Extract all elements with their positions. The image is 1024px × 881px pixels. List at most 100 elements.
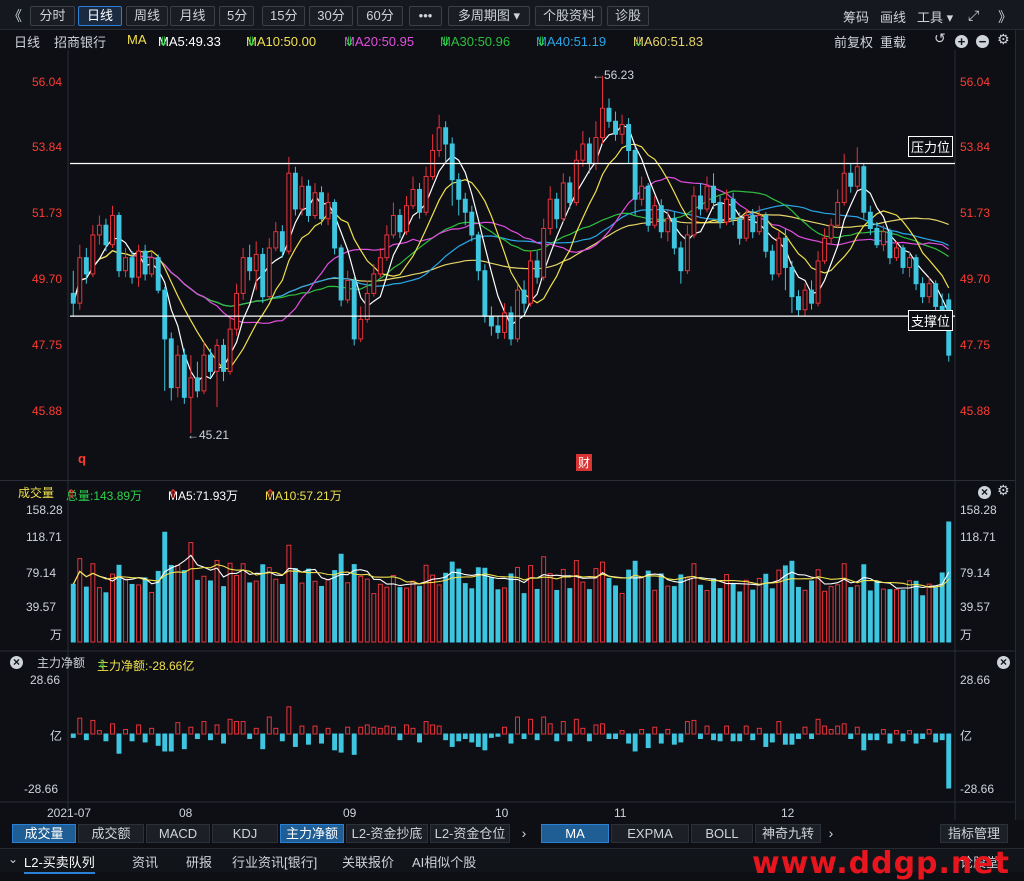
tools-menu[interactable]: 工具 ▾ [917,10,954,25]
draw-link[interactable]: 画线 [880,10,907,25]
volume-bar [907,580,912,643]
overlay-tab-0[interactable]: MA [541,824,609,843]
toolbar-button-11[interactable]: 诊股 [607,6,649,26]
info-tab-3[interactable]: 行业资讯[银行] [232,855,318,870]
volume-bar [175,564,181,643]
volume-bar [436,584,442,643]
volume-bar [482,567,488,643]
candle [116,214,122,272]
flow-bar [273,727,279,735]
candle [253,253,259,272]
volume-title[interactable]: 成交量 [18,486,55,500]
flow-bar [136,724,142,735]
toolbar-button-2[interactable]: 周线 [126,6,168,26]
toolbar-button-10[interactable]: 个股资料 [535,6,602,26]
toolbar-button-5[interactable]: 15分 [262,6,305,26]
flow-bar [299,725,305,735]
indicator-manage-button[interactable]: 指标管理 [940,824,1008,843]
flow-bar [730,733,736,742]
adjust-select[interactable]: 前复权 [834,35,874,50]
reload-button[interactable]: 重载 [880,35,907,50]
candle [338,247,344,301]
info-tab-0[interactable]: L2-买卖队列 [24,852,95,874]
indicator-tab-3[interactable]: KDJ [212,824,278,843]
stock-name: 招商银行 [54,35,107,50]
flow-bar [253,727,259,735]
volume-bar [286,544,292,643]
date-axis-2: 09 [343,806,357,820]
flow-bar [769,733,775,743]
volume-bar [495,589,501,643]
info-tab-4[interactable]: 关联报价 [342,855,395,870]
toolbar-button-8[interactable]: ••• [409,6,442,26]
flow-bar [168,733,174,752]
undo-icon[interactable]: ↺ [934,30,946,46]
flow-axis-right-2: -28.66 [960,782,995,796]
indicator-tab-6[interactable]: L2-资金仓位 [430,824,510,843]
candle [136,250,142,278]
candle [110,214,115,246]
settings-icon[interactable]: ⚙ [997,31,1010,47]
toolbar-button-9[interactable]: 多周期图 ▾ [448,6,530,26]
volume-bar [946,521,952,643]
indicator-tab-2[interactable]: MACD [146,824,210,843]
indicator-tab-1[interactable]: 成交额 [78,824,144,843]
candle [234,292,240,330]
flow-bar [345,726,351,735]
kline-chart[interactable] [0,50,1015,820]
flow-bar [828,728,834,735]
volume-bar [325,578,331,643]
candle [521,289,527,304]
toolbar-button-7[interactable]: 60分 [357,6,403,26]
candle [730,198,736,220]
collapse-left-icon[interactable]: 《 [8,8,22,24]
candle [926,283,932,298]
flow-bar [332,733,338,751]
more-indicators-icon[interactable]: › [521,825,527,841]
indicator-tab-0[interactable]: 成交量 [12,824,76,843]
volume-bar [404,587,409,643]
candle [835,201,841,226]
volume-bar [319,585,324,643]
toolbar-button-3[interactable]: 月线 [170,6,215,26]
flow-bar [325,727,331,735]
period-toolbar: 《 分时 日线 周线 月线 5分 15分 30分 60分 ••• 多周期图 ▾ 个股资料 诊股 筹码 … [0,0,1024,30]
forum-link[interactable]: 论股堂 [960,855,1000,870]
overlay-tab-1[interactable]: EXPMA [611,824,689,843]
toolbar-button-4[interactable]: 5分 [219,6,254,26]
volume-bar [502,587,507,643]
price-axis-right-2: 51.73 [960,206,991,220]
fullscreen-icon[interactable]: ⤢ [968,7,980,23]
volume-axis-left-1: 118.71 [26,530,62,544]
date-axis-1: 08 [179,806,193,820]
volume-bar [828,586,834,643]
indicator-tab-4[interactable]: 主力净额 [280,824,344,843]
flow-bar [547,723,553,735]
ma-label[interactable]: MA [127,32,147,47]
flow-bar [279,733,285,742]
candle [867,211,873,229]
candle [103,224,109,246]
expand-icon[interactable]: ⌄ [8,852,19,866]
more-overlays-icon[interactable]: › [828,825,834,841]
toolbar-button-1[interactable]: 日线 [78,6,122,26]
info-tab-2[interactable]: 研报 [186,855,213,870]
overlay-tab-2[interactable]: BOLL [691,824,753,843]
candle [410,188,416,207]
overlay-tab-3[interactable]: 神奇九转 [755,824,821,843]
flow-bar [698,733,703,740]
finance-marker[interactable]: 财 [576,454,593,471]
info-tab-5[interactable]: AI相似个股 [412,855,477,870]
indicator-tab-5[interactable]: L2-资金抄底 [346,824,428,843]
chips-link[interactable]: 筹码 [843,10,870,25]
volume-bar [508,573,514,643]
volume-settings-icon[interactable]: ⚙ [997,482,1010,498]
collapse-right-icon[interactable]: 》 [998,9,1012,25]
flow-title[interactable]: 主力净额 [37,656,86,670]
toolbar-button-6[interactable]: 30分 [309,6,353,26]
volume-axis-right-1: 118.71 [960,530,996,544]
toolbar-button-0[interactable]: 分时 [30,6,75,26]
q-marker[interactable]: q [78,451,86,466]
info-tab-1[interactable]: 资讯 [132,855,159,870]
flow-bar [70,733,76,738]
